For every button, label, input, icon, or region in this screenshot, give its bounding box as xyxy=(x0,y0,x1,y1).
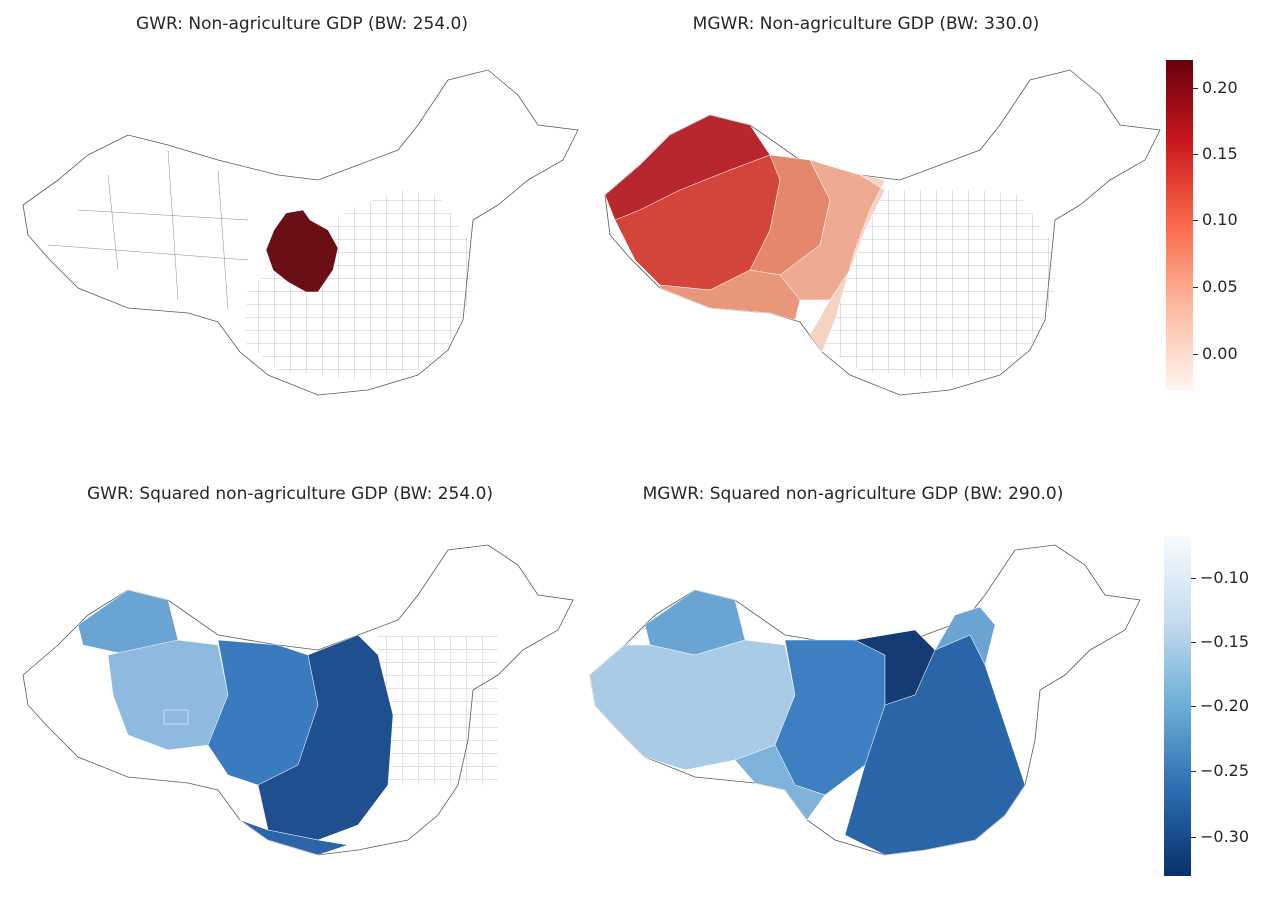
colorbar-blues-tick xyxy=(1191,837,1196,838)
colorbar-reds-tick-label: 0.05 xyxy=(1202,277,1238,296)
colorbar-reds-tick-label: 0.00 xyxy=(1202,344,1238,363)
colorbar-blues-tick-label: −0.20 xyxy=(1200,696,1250,715)
colorbar-reds-tick xyxy=(1193,88,1198,89)
colorbar-blues-tick xyxy=(1191,771,1196,772)
region-south xyxy=(239,819,349,856)
colorbar-reds-tick-label: 0.10 xyxy=(1202,210,1238,229)
colorbar-reds xyxy=(1166,60,1193,390)
region-east-edge xyxy=(809,174,886,353)
colorbar-blues-tick xyxy=(1191,578,1196,579)
colorbar-reds-tick-label: 0.15 xyxy=(1202,144,1238,163)
region-north-east xyxy=(934,606,996,666)
colorbar-blues xyxy=(1164,536,1191,876)
region-east xyxy=(257,634,394,841)
map-mgwr-nonag xyxy=(600,69,1170,410)
panel-title-mgwr-sq: MGWR: Squared non-agriculture GDP (BW: 2… xyxy=(642,484,1064,504)
region-highlight xyxy=(265,209,339,293)
colorbar-blues-tick-label: −0.10 xyxy=(1200,568,1250,587)
colorbar-reds-tick xyxy=(1193,287,1198,288)
colorbar-reds-tick xyxy=(1193,354,1198,355)
panel-title-gwr-nonag: GWR: Non-agriculture GDP (BW: 254.0) xyxy=(136,14,468,34)
colorbar-reds-tick-label: 0.20 xyxy=(1202,78,1238,97)
colorbar-blues-tick-label: −0.25 xyxy=(1200,761,1250,780)
colorbar-reds-tick xyxy=(1193,220,1198,221)
colorbar-blues-tick xyxy=(1191,642,1196,643)
region-south-west xyxy=(659,269,801,321)
region-south-west xyxy=(734,744,826,821)
map-gwr-nonag xyxy=(18,69,588,410)
panel-title-mgwr-nonag: MGWR: Non-agriculture GDP (BW: 330.0) xyxy=(692,14,1040,34)
colorbar-blues-tick xyxy=(1191,706,1196,707)
panel-title-gwr-sq: GWR: Squared non-agriculture GDP (BW: 25… xyxy=(86,484,494,504)
colorbar-blues-tick-label: −0.15 xyxy=(1200,632,1250,651)
colorbar-blues-tick-label: −0.30 xyxy=(1200,827,1250,846)
map-mgwr-sq xyxy=(585,544,1155,865)
region-isolated xyxy=(163,709,189,725)
colorbar-reds-tick xyxy=(1193,154,1198,155)
map-gwr-sq xyxy=(18,544,588,865)
